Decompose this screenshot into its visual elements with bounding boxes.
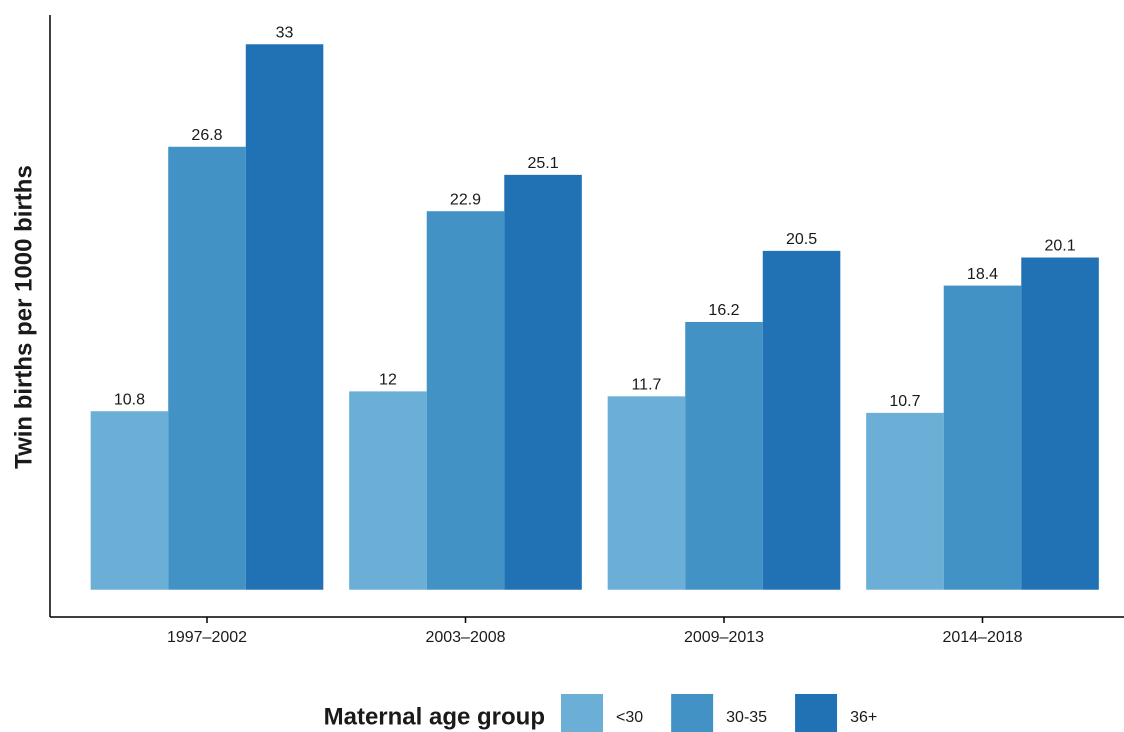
legend-key: [561, 694, 603, 732]
value-label: 25.1: [527, 155, 558, 172]
bar: [245, 44, 324, 590]
legend-title: Maternal age group: [324, 703, 545, 730]
x-tick-label: 1997–2002: [167, 629, 247, 646]
value-label: 33: [276, 24, 294, 41]
value-label: 20.5: [786, 231, 817, 248]
value-label: 20.1: [1044, 238, 1075, 255]
bar: [1021, 257, 1099, 590]
x-tick-label: 2014–2018: [942, 629, 1022, 646]
bar: [607, 396, 686, 590]
value-label: 11.7: [631, 377, 661, 394]
value-label: 10.8: [114, 391, 145, 408]
x-tick-label: 2003–2008: [425, 629, 505, 646]
bar: [504, 174, 582, 590]
y-axis-title: Twin births per 1000 births: [10, 165, 37, 469]
bar: [90, 411, 169, 590]
bar: [762, 250, 841, 590]
value-label: 16.2: [708, 302, 739, 319]
bar: [168, 146, 246, 590]
value-label: 12: [379, 372, 397, 389]
value-label: 10.7: [889, 393, 920, 410]
legend-label: <30: [616, 709, 643, 726]
bar: [426, 211, 505, 590]
value-label: 22.9: [450, 191, 481, 208]
legend-label: 36+: [850, 709, 877, 726]
legend-key: [795, 694, 838, 732]
legend-label: 30-35: [726, 709, 767, 726]
bar: [943, 285, 1022, 590]
bar: [866, 412, 944, 590]
legend-key: [671, 694, 714, 732]
bar: [685, 321, 763, 590]
x-tick-label: 2009–2013: [684, 629, 764, 646]
bar: [349, 391, 427, 590]
value-label: 18.4: [967, 266, 998, 283]
value-label: 26.8: [191, 127, 222, 144]
